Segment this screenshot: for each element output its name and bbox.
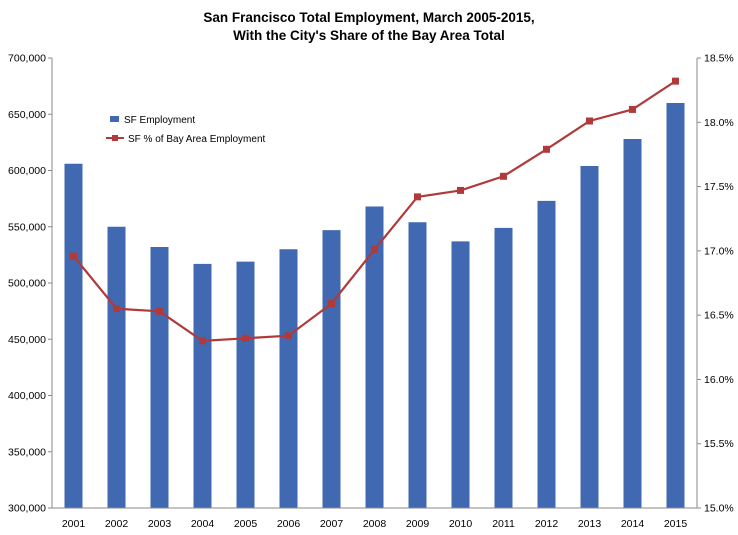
bar-series <box>64 103 685 508</box>
left-axis-tick-label: 400,000 <box>8 390 46 402</box>
line-point <box>672 77 679 85</box>
right-axis-tick-label: 16.0% <box>704 374 734 386</box>
line-point <box>113 305 120 313</box>
x-axis-ticks: 2001 2002 2003 2004 2005 2006 2007 2008 2009 2010… <box>62 518 688 530</box>
x-axis-tick-label: 2008 <box>363 518 387 530</box>
x-axis-tick-label: 2004 <box>191 518 215 530</box>
x-axis-tick-label: 2006 <box>277 518 301 530</box>
bar <box>365 206 384 508</box>
x-axis-tick-label: 2011 <box>492 518 515 530</box>
bar <box>64 163 83 508</box>
left-axis-tick-label: 550,000 <box>8 221 46 233</box>
line-point <box>629 105 636 113</box>
legend-swatch-marker <box>112 135 118 141</box>
line-point <box>156 307 163 315</box>
left-axis-tick-label: 350,000 <box>8 446 46 458</box>
chart-title-line-1: San Francisco Total Employment, March 20… <box>203 10 534 25</box>
bar <box>666 103 685 508</box>
right-axis-tick-label: 15.5% <box>704 438 734 450</box>
x-axis-tick-label: 2003 <box>148 518 172 530</box>
line-point <box>285 332 292 340</box>
x-axis-tick-label: 2015 <box>664 518 688 530</box>
line-point <box>70 252 77 260</box>
legend: SF Employment SF % of Bay Area Employmen… <box>106 115 266 145</box>
x-axis-tick-label: 2007 <box>320 518 344 530</box>
right-axis-tick-label: 16.5% <box>704 310 734 322</box>
left-axis-tick-label: 700,000 <box>8 53 46 65</box>
bar <box>150 247 169 508</box>
line-point <box>371 246 378 254</box>
left-axis-tick-label: 650,000 <box>8 109 46 121</box>
bar <box>623 139 642 508</box>
left-axis-tick-label: 500,000 <box>8 278 46 290</box>
legend-swatch-bar <box>110 116 119 122</box>
left-axis-tick-label: 300,000 <box>8 503 46 515</box>
left-axis-tick-label: 600,000 <box>8 165 46 177</box>
x-axis-tick-label: 2012 <box>535 518 559 530</box>
x-axis-tick-label: 2010 <box>449 518 473 530</box>
bar <box>580 166 599 508</box>
bar <box>494 227 513 508</box>
bar <box>193 263 212 508</box>
line-point <box>543 145 550 153</box>
bar <box>322 230 341 508</box>
bar <box>236 261 255 508</box>
chart-title-line-2: With the City's Share of the Bay Area To… <box>233 28 505 43</box>
bar <box>279 249 298 508</box>
right-axis-tick-label: 18.0% <box>704 117 734 129</box>
x-axis-tick-label: 2014 <box>621 518 645 530</box>
bar <box>451 241 470 508</box>
bar <box>408 222 427 508</box>
line-series <box>70 77 679 345</box>
right-axis-tick-label: 17.5% <box>704 181 734 193</box>
right-axis-ticks: 15.0% 15.5% 16.0% 16.5% 17.0% 17.5% 18.0% 18.5% <box>697 53 734 515</box>
right-axis-tick-label: 15.0% <box>704 503 734 515</box>
x-axis-tick-label: 2002 <box>105 518 129 530</box>
right-axis-tick-label: 17.0% <box>704 245 734 257</box>
line-point <box>328 300 335 308</box>
bar <box>107 226 126 508</box>
x-axis-tick-label: 2009 <box>406 518 430 530</box>
legend-label-line: SF % of Bay Area Employment <box>128 134 266 145</box>
line-point <box>500 172 507 180</box>
line-point <box>199 337 206 345</box>
line-point <box>586 117 593 125</box>
line-point <box>457 186 464 194</box>
x-axis-tick-label: 2005 <box>234 518 258 530</box>
line-point <box>242 334 249 342</box>
left-axis-ticks: 300,000 350,000 400,000 450,000 500,000 550,0… <box>8 53 52 515</box>
x-axis-tick-label: 2013 <box>578 518 602 530</box>
x-axis-tick-label: 2001 <box>62 518 86 530</box>
left-axis-tick-label: 450,000 <box>8 334 46 346</box>
legend-label-bar: SF Employment <box>124 115 195 126</box>
line-point <box>414 193 421 201</box>
bar <box>537 200 556 508</box>
right-axis-tick-label: 18.5% <box>704 53 734 65</box>
